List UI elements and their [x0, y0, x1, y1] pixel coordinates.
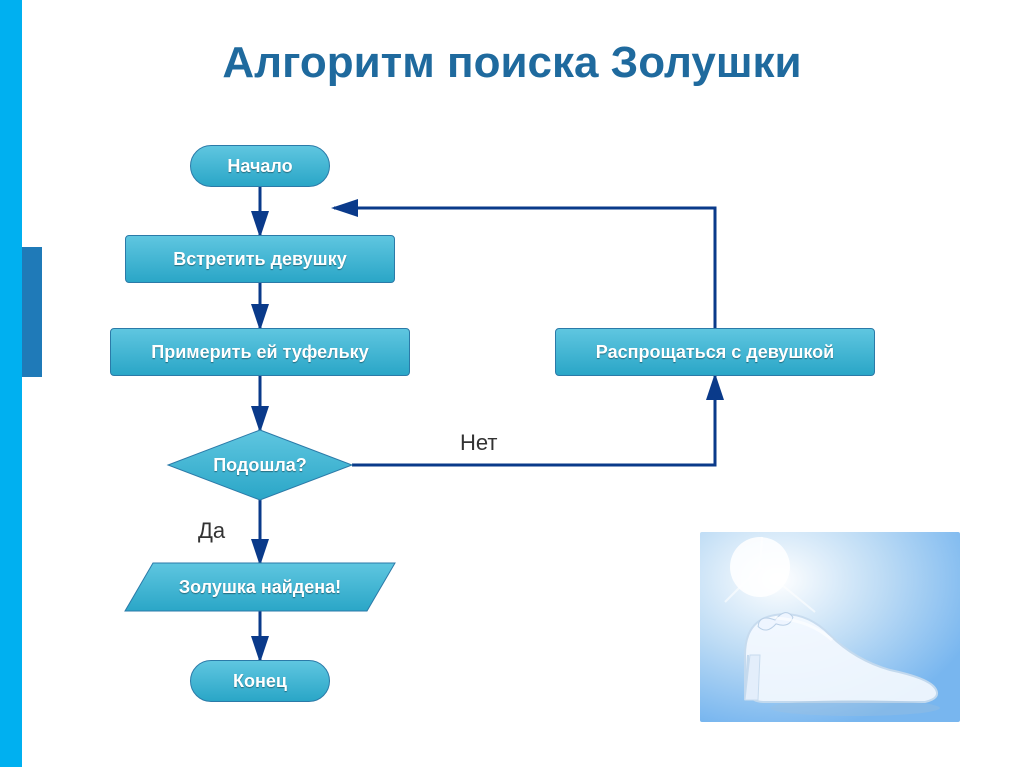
node-label: Конец [233, 671, 287, 692]
glass-slipper-image [700, 532, 960, 722]
flowchart-node-found: Золушка найдена! [125, 563, 395, 611]
edge-arrow [352, 376, 715, 465]
edge-label: Нет [460, 430, 497, 456]
flowchart-node-end: Конец [190, 660, 330, 702]
flowchart-node-goodbye: Распрощаться с девушкой [555, 328, 875, 376]
flowchart-node-try: Примерить ей туфельку [110, 328, 410, 376]
node-label: Распрощаться с девушкой [596, 342, 834, 363]
node-label: Подошла? [213, 455, 307, 476]
flowchart-node-start: Начало [190, 145, 330, 187]
node-label: Примерить ей туфельку [151, 342, 368, 363]
edge-label: Да [198, 518, 225, 544]
node-label: Начало [227, 156, 292, 177]
node-label: Встретить девушку [173, 249, 346, 270]
flowchart-node-decision: Подошла? [168, 430, 352, 500]
flowchart-node-meet: Встретить девушку [125, 235, 395, 283]
node-label: Золушка найдена! [179, 577, 341, 598]
